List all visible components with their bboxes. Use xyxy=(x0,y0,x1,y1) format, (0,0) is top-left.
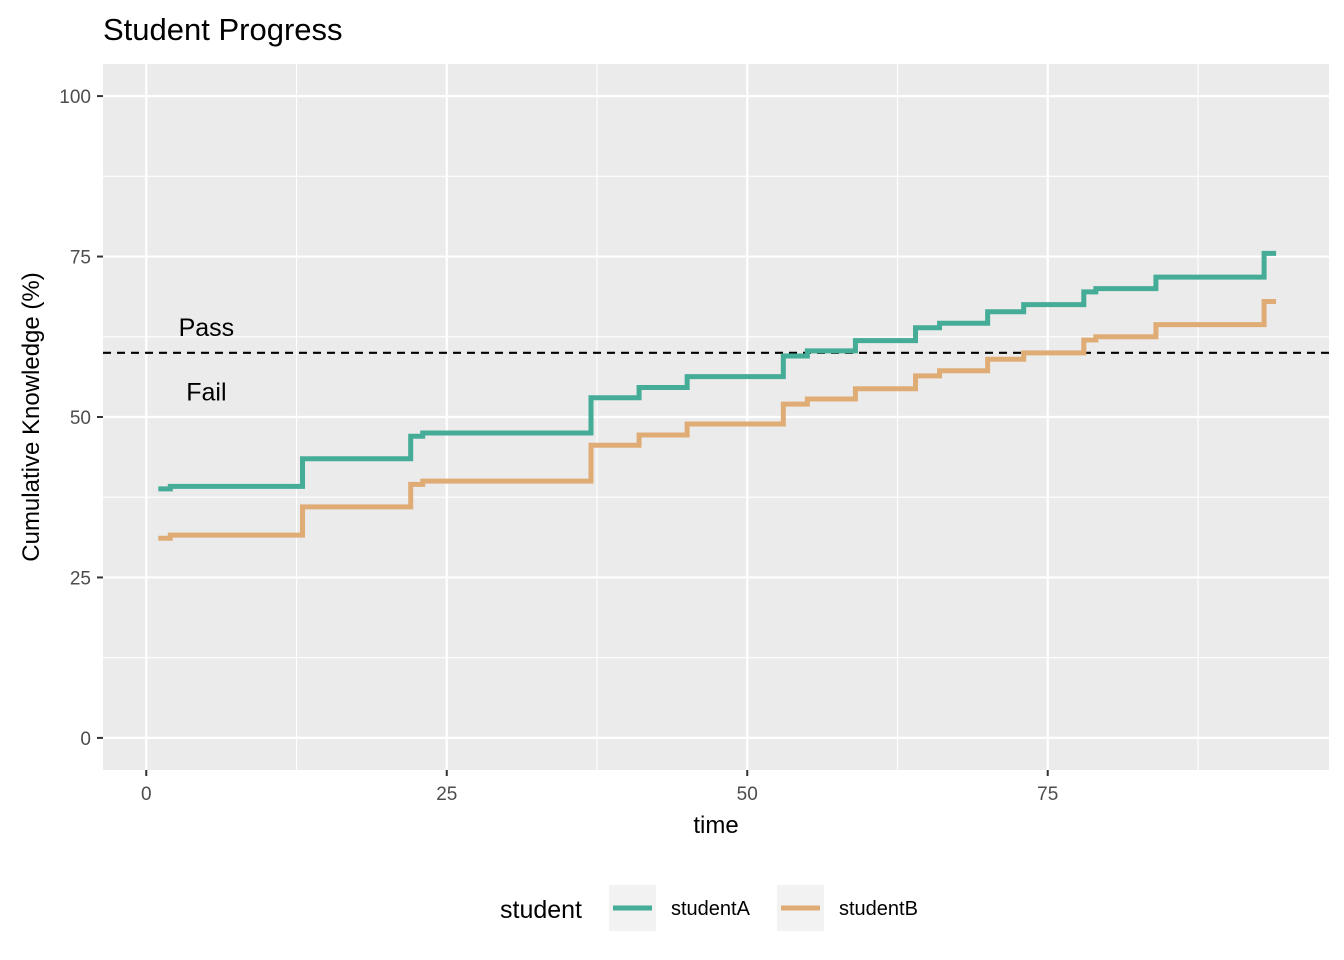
legend: student studentA studentB xyxy=(500,885,918,931)
legend-items: studentA studentB xyxy=(609,885,918,931)
y-tick-label: 0 xyxy=(80,729,91,750)
x-tick-label: 50 xyxy=(737,784,758,805)
legend-label-studentB: studentB xyxy=(839,898,918,920)
legend-title: student xyxy=(500,896,582,924)
chart-title: Student Progress xyxy=(103,12,343,47)
y-tick-label: 75 xyxy=(70,248,91,269)
x-axis-title: time xyxy=(693,812,738,839)
x-tick-label: 0 xyxy=(141,784,152,805)
y-tick-label: 25 xyxy=(70,568,91,589)
x-axis-ticks: 0 25 50 75 xyxy=(141,770,1058,805)
y-axis-title: Cumulative Knowledge (%) xyxy=(18,272,45,561)
y-tick-label: 50 xyxy=(70,408,91,429)
grid-major xyxy=(103,64,1329,770)
x-tick-label: 75 xyxy=(1037,784,1058,805)
series-line-studentB xyxy=(158,298,1277,541)
annotation-fail: Fail xyxy=(186,378,226,406)
y-axis-ticks: 0 25 50 75 100 xyxy=(59,87,103,750)
legend-label-studentA: studentA xyxy=(671,898,751,920)
series-layer xyxy=(158,250,1277,541)
x-tick-label: 25 xyxy=(436,784,457,805)
annotation-pass: Pass xyxy=(179,314,235,342)
series-line-studentA xyxy=(158,250,1277,492)
y-tick-label: 100 xyxy=(59,87,91,108)
annotation-layer: Pass Fail xyxy=(179,314,235,406)
